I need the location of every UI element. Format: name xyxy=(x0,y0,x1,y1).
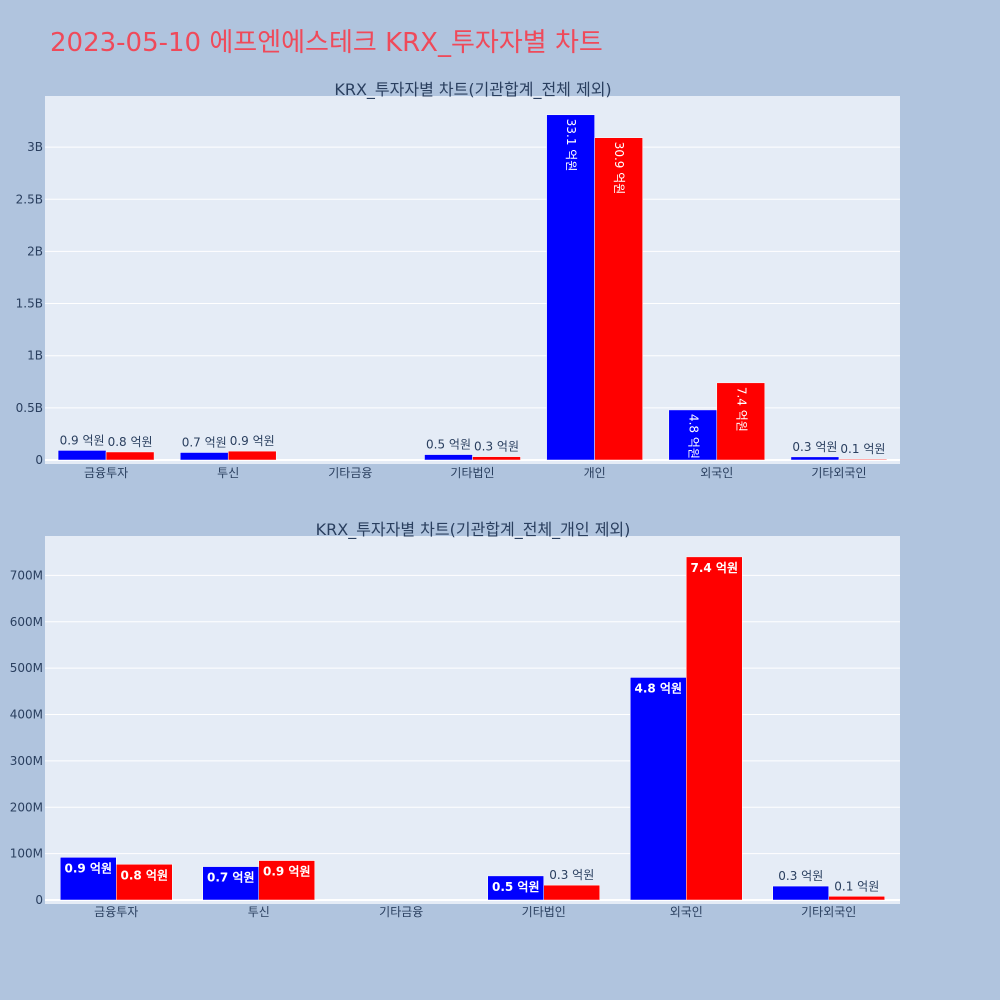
x-tick-label: 기타금융 xyxy=(328,466,372,480)
y-tick-label: 200M xyxy=(10,800,43,814)
y-tick-label: 3B xyxy=(27,140,43,154)
data-label: 33.1 억원 xyxy=(564,119,578,172)
bar xyxy=(790,456,840,461)
data-label: 0.8 억원 xyxy=(108,435,153,449)
x-tick-label: 기타법인 xyxy=(450,466,494,480)
x-tick-label: 외국인 xyxy=(670,905,703,919)
chart-2-plot-area xyxy=(45,536,900,904)
bar xyxy=(487,875,544,901)
page-title: 2023-05-10 에프엔에스테크 KRX_투자자별 차트 xyxy=(50,28,603,58)
bar xyxy=(716,382,766,461)
x-tick-label: 금융투자 xyxy=(84,466,128,480)
chart-1-plot-area xyxy=(45,96,900,464)
data-label: 4.8 억원 xyxy=(634,681,682,695)
chart-1-title: KRX_투자자별 차트(기관합계_전체 제외) xyxy=(334,80,611,100)
data-label: 30.9 억원 xyxy=(612,142,626,195)
y-tick-label: 600M xyxy=(10,615,43,629)
data-label: 0.7 억원 xyxy=(182,435,227,449)
x-tick-label: 외국인 xyxy=(700,466,733,480)
bar xyxy=(57,450,107,461)
x-tick-label: 기타법인 xyxy=(522,905,566,919)
y-tick-label: 300M xyxy=(10,754,43,768)
data-label: 0.3 억원 xyxy=(474,440,519,454)
x-tick-label: 투신 xyxy=(248,905,270,919)
y-tick-label: 1B xyxy=(27,349,43,363)
bar xyxy=(116,864,173,901)
bar xyxy=(828,896,885,901)
y-tick-label: 0 xyxy=(35,453,43,467)
bar xyxy=(594,137,643,461)
bar xyxy=(227,450,277,461)
data-label: 0.9 억원 xyxy=(263,865,311,879)
chart-2-gridlines xyxy=(45,574,900,901)
y-tick-label: 1.5B xyxy=(16,297,43,311)
bar xyxy=(258,860,315,901)
bar xyxy=(838,458,888,461)
chart-2-title: KRX_투자자별 차트(기관합계_전체_개인 제외) xyxy=(316,520,631,540)
x-tick-label: 금융투자 xyxy=(94,905,138,919)
x-tick-label: 기타외국인 xyxy=(801,905,856,919)
x-tick-label: 기타금융 xyxy=(379,905,423,919)
data-label: 0.8 억원 xyxy=(120,868,168,882)
data-label: 0.9 억원 xyxy=(230,434,275,448)
data-label: 7.4 억원 xyxy=(690,561,738,575)
y-tick-label: 100M xyxy=(10,847,43,861)
y-tick-label: 0.5B xyxy=(16,401,43,415)
bar xyxy=(543,884,600,901)
data-label: 0.3 억원 xyxy=(792,440,837,454)
bar xyxy=(772,885,829,901)
chart-2-bars xyxy=(60,556,885,901)
data-label: 0.5 억원 xyxy=(426,438,471,452)
y-tick-label: 500M xyxy=(10,661,43,675)
x-tick-label: 투신 xyxy=(217,466,239,480)
chart-2-y-ticks: 0 100M 200M 300M 400M 500M 600M 700M xyxy=(10,568,43,907)
data-label: 0.1 억원 xyxy=(840,442,885,456)
x-tick-label: 개인 xyxy=(584,466,606,480)
data-label: 0.3 억원 xyxy=(549,868,594,882)
chart-1-bars xyxy=(57,114,888,461)
bar xyxy=(202,866,259,901)
data-label: 0.5 억원 xyxy=(492,880,540,894)
data-label: 0.9 억원 xyxy=(64,861,112,875)
bar xyxy=(630,677,687,901)
data-label: 0.9 억원 xyxy=(60,433,105,447)
bar xyxy=(472,456,521,461)
y-tick-label: 700M xyxy=(10,568,43,582)
x-tick-label: 기타외국인 xyxy=(811,466,866,480)
y-tick-label: 2.5B xyxy=(16,192,43,206)
data-label: 0.7 억원 xyxy=(207,871,255,885)
data-label: 0.1 억원 xyxy=(834,879,879,893)
chart-2: 0.9 억원 0.8 억원 0.7 억원 0.9 억원 0.5 억원 0.3 억원 4.8 … xyxy=(10,520,900,919)
chart-1: 0.9 억원 0.8 억원 0.7 억원 0.9 억원 0.5 억원 0.3 억원33.1… xyxy=(16,80,900,480)
bar xyxy=(668,409,718,461)
data-label: 4.8 억원 xyxy=(686,414,700,459)
bar xyxy=(60,857,117,901)
chart-1-data-labels: 0.9 억원 0.8 억원 0.7 억원 0.9 억원 0.5 억원 0.3 억원33.1… xyxy=(60,119,886,459)
y-tick-label: 0 xyxy=(35,893,43,907)
chart-1-x-ticks: 금융투자 투신 기타금융 기타법인 개인 외국인 기타외국인 xyxy=(84,466,867,480)
chart-2-data-labels: 0.9 억원 0.8 억원 0.7 억원 0.9 억원 0.5 억원 0.3 억원 4.8 … xyxy=(64,561,879,894)
chart-2-x-ticks: 금융투자 투신 기타금융 기타법인 외국인 기타외국인 xyxy=(94,905,856,919)
y-tick-label: 2B xyxy=(27,244,43,258)
bar xyxy=(179,452,229,461)
chart-1-y-ticks: 0 0.5B 1B 1.5B 2B 2.5B 3B xyxy=(16,140,43,467)
bar xyxy=(105,451,155,461)
data-label: 7.4 억원 xyxy=(734,387,748,432)
y-tick-label: 400M xyxy=(10,708,43,722)
data-label: 0.3 억원 xyxy=(778,869,823,883)
bar xyxy=(546,114,595,461)
bar xyxy=(424,454,473,461)
bar xyxy=(686,556,743,901)
